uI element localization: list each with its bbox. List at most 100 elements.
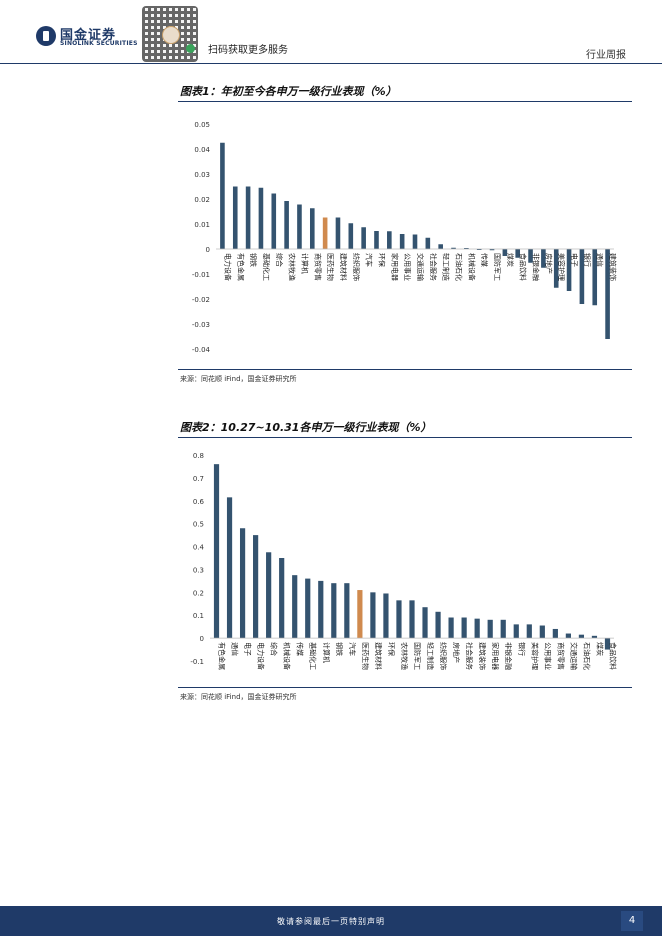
bar <box>451 247 456 249</box>
bar <box>232 186 238 249</box>
y-tick-label: 0.1 <box>193 612 204 620</box>
y-tick-label: 0.7 <box>193 475 204 483</box>
bar <box>370 592 376 639</box>
y-tick-label: -0.02 <box>192 296 210 304</box>
x-tick-label: 通信 <box>596 253 605 267</box>
x-tick-label: 石油石化 <box>582 642 591 670</box>
x-tick-label: 钢铁 <box>335 642 344 656</box>
bar <box>318 580 324 639</box>
bar <box>539 625 545 639</box>
x-tick-label: 计算机 <box>300 253 309 274</box>
bar <box>279 558 285 639</box>
bar <box>361 227 366 249</box>
y-tick-label: -0.04 <box>192 346 211 354</box>
bar <box>448 617 454 639</box>
x-tick-label: 房地产 <box>544 253 553 274</box>
chart2-svg: 0.8 0.7 0.6 0.5 0.4 0.3 0.2 0.1 0 -0.1 有色金属 通信 电子 电力设… <box>190 452 617 670</box>
bar <box>422 607 428 639</box>
bar <box>464 248 469 249</box>
chart2-title: 图表2：10.27~10.31各申万一级行业表现（%） <box>180 421 432 434</box>
bar <box>344 583 350 639</box>
chart1-svg: 0.05 0.04 0.03 0.02 0.01 0 -0.01 -0.02 -0.03 -0.0… <box>192 121 618 354</box>
x-tick-label: 传媒 <box>480 253 489 267</box>
bar <box>591 635 598 639</box>
bar <box>515 249 521 258</box>
bar <box>399 234 405 249</box>
bar <box>409 600 415 639</box>
x-tick-label: 美容护理 <box>530 642 539 670</box>
bar <box>266 552 272 639</box>
x-tick-label: 汽车 <box>348 642 357 656</box>
logo-en-text: SINOLINK SECURITIES <box>60 40 138 47</box>
logo-cn-text: 国金证券 <box>60 28 117 43</box>
bar <box>425 237 431 249</box>
x-tick-label: 环保 <box>377 253 386 267</box>
y-tick-label: 0.8 <box>193 452 204 460</box>
x-tick-label: 煤炭 <box>595 642 604 656</box>
x-tick-label: 农林牧渔 <box>288 253 297 281</box>
bar <box>387 231 392 249</box>
header-divider <box>0 63 662 64</box>
bar <box>284 201 289 249</box>
x-tick-label: 基础化工 <box>309 642 318 670</box>
y-tick-label: 0.03 <box>194 171 210 179</box>
bar <box>245 186 251 249</box>
page-header: 国金证券 SINOLINK SECURITIES 扫码获取更多服务 行业周报 <box>0 0 662 68</box>
chart2-source: 来源：同花顺 iFind，国金证券研究所 <box>180 693 297 701</box>
x-tick-label: 钢铁 <box>249 253 258 267</box>
bar <box>335 217 341 249</box>
x-tick-label: 交通运输 <box>416 253 425 281</box>
x-tick-label: 综合 <box>275 253 284 267</box>
x-tick-label: 家用电器 <box>491 642 500 670</box>
bar <box>528 249 533 263</box>
x-tick-label: 机械设备 <box>467 253 476 281</box>
x-tick-label: 商贸零售 <box>313 253 322 281</box>
qr-caption: 扫码获取更多服务 <box>208 45 288 56</box>
bar <box>566 249 572 291</box>
bar <box>487 619 493 639</box>
bar <box>271 193 277 249</box>
bar <box>513 624 519 639</box>
bar <box>383 593 389 639</box>
x-tick-label: 轻工制造 <box>442 253 451 281</box>
bar <box>309 208 315 249</box>
x-tick-label: 综合 <box>270 642 279 656</box>
x-tick-label: 电力设备 <box>257 642 266 670</box>
bar <box>213 464 220 639</box>
y-tick-label: -0.1 <box>190 658 204 666</box>
x-tick-label: 建筑装饰 <box>478 642 487 670</box>
bar <box>396 600 402 639</box>
y-tick-label: 0.2 <box>193 589 204 597</box>
bar <box>604 638 611 650</box>
y-tick-label: 0.04 <box>194 146 210 154</box>
x-tick-label: 房地产 <box>452 642 461 663</box>
chart1-title: 图表1：年初至今各申万一级行业表现（%） <box>180 85 397 98</box>
bar <box>348 223 354 249</box>
bar <box>239 528 246 639</box>
bar <box>489 249 495 251</box>
y-tick-label: 0 <box>200 635 204 643</box>
x-tick-label: 食品饮料 <box>519 253 528 281</box>
y-tick-label: 0 <box>206 246 210 254</box>
bar <box>374 231 379 249</box>
y-tick-label: 0.02 <box>194 196 210 204</box>
x-tick-label: 计算机 <box>322 642 331 663</box>
bar <box>226 497 233 639</box>
y-tick-label: -0.03 <box>192 321 210 329</box>
bar <box>502 249 508 256</box>
sinolink-logo-icon <box>36 26 56 46</box>
chart2-top-rule <box>178 437 632 438</box>
y-tick-label: 0.4 <box>193 544 205 552</box>
x-tick-label: 非银金融 <box>532 253 541 281</box>
report-type: 行业周报 <box>586 50 626 61</box>
bar <box>579 249 585 304</box>
bar <box>438 244 443 249</box>
x-tick-label: 国防军工 <box>413 642 422 670</box>
bar <box>476 249 482 250</box>
chart1-top-rule <box>178 101 632 102</box>
chart1-source: 来源：同花顺 iFind，国金证券研究所 <box>180 375 297 383</box>
bar <box>331 583 337 639</box>
bar <box>552 628 558 639</box>
bar <box>474 618 480 639</box>
x-tick-label: 公用事业 <box>403 253 412 281</box>
